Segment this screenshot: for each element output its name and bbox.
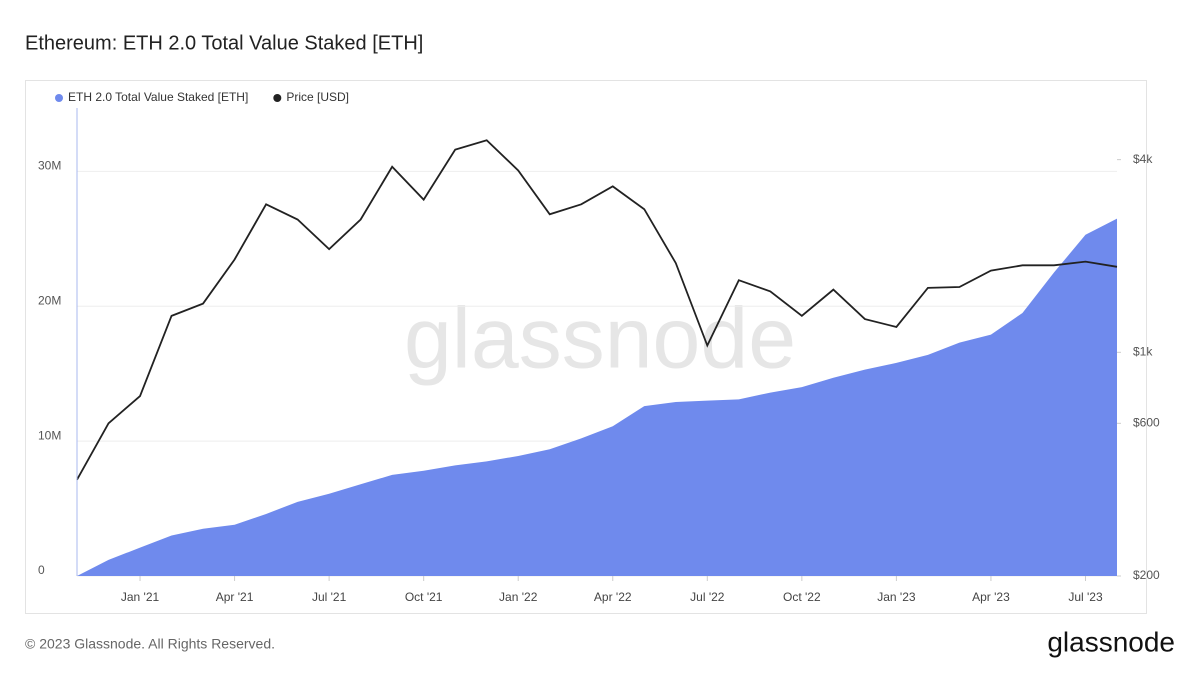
x-tick-label: Oct '21 [405, 590, 443, 604]
x-tick-label: Apr '22 [594, 590, 632, 604]
legend-marker [55, 94, 63, 102]
y-tick-label: 10M [38, 428, 61, 442]
x-tick-label: Apr '23 [972, 590, 1010, 604]
x-tick-label: Jul '21 [312, 590, 347, 604]
legend-label: ETH 2.0 Total Value Staked [ETH] [68, 90, 248, 104]
plot: 0 10M 20M 30M $200 $600 $1k $4k Jan '21 Apr '21 Ju… [38, 90, 1160, 604]
x-tick-label: Jan '21 [121, 590, 160, 604]
y2-tick-label: $4k [1133, 152, 1153, 166]
y2-tick-label: $200 [1133, 568, 1160, 582]
y-tick-label: 20M [38, 293, 61, 307]
footer: © 2023 Glassnode. All Rights Reserved. [25, 636, 275, 652]
x-tick-label: Apr '21 [216, 590, 254, 604]
x-tick-label: Jul '22 [690, 590, 725, 604]
watermark: glassnode [404, 291, 796, 387]
chart-frame [25, 80, 1147, 614]
x-tick-label: Oct '22 [783, 590, 821, 604]
legend-marker [273, 94, 282, 102]
x-tick-label: Jan '22 [499, 590, 538, 604]
brand-logo: glassnode [1047, 626, 1175, 657]
price-line [76, 139, 1118, 481]
y2-tick-label: $600 [1133, 415, 1160, 429]
x-tick-label: Jul '23 [1068, 590, 1103, 604]
staked-area [77, 218, 1117, 576]
y2-tick-label: $1k [1133, 344, 1153, 358]
y-tick-label: 0 [38, 563, 45, 577]
x-tick-label: Jan '23 [877, 590, 916, 604]
legend-label: Price [USD] [286, 90, 349, 104]
y-tick-label: 30M [38, 159, 61, 173]
chart-title: Ethereum: ETH 2.0 Total Value Staked [ET… [25, 32, 423, 54]
